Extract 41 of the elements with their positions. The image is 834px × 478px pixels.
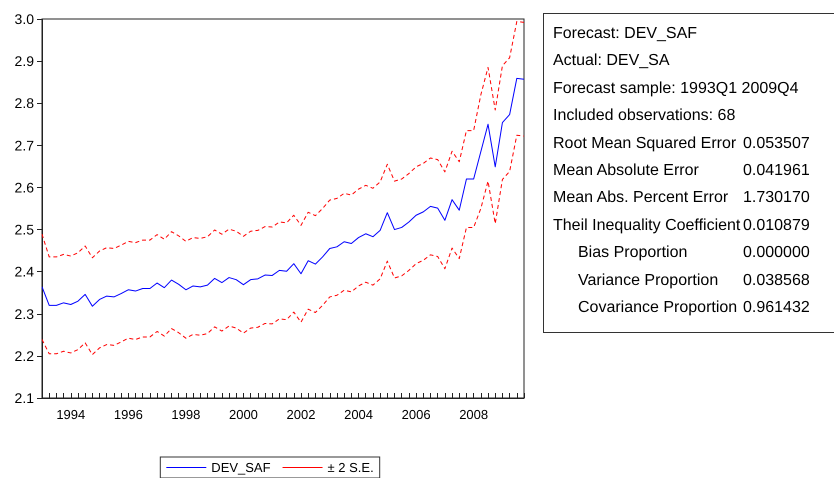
x-tick-label: 2002 <box>286 407 316 422</box>
category-label: Mean Absolute Error <box>553 160 700 181</box>
y-tick-label: 2.9 <box>14 53 34 70</box>
line-series <box>42 21 524 258</box>
text: Forecast: DEV_SAF <box>553 24 698 44</box>
y-tick-label: 2.1 <box>14 390 34 406</box>
category-label: Covariance Proportion <box>577 298 738 318</box>
text: 0.041961 <box>743 162 810 179</box>
category-label: Variance Proportion <box>577 270 720 291</box>
text: 0.010879 <box>743 216 810 234</box>
y-tick-label: 2.3 <box>14 306 34 322</box>
text: 0.000000 <box>743 244 810 262</box>
text: Forecast sample: 1993Q1 2009Q4 <box>553 78 800 99</box>
y-tick-label: 2.5 <box>14 222 34 238</box>
category-label: Theil Inequality Coefficient <box>553 216 742 236</box>
category-label: Mean Abs. Percent Error <box>553 188 730 208</box>
x-tick-label: 1994 <box>56 407 86 422</box>
y-tick-label: 3.0 <box>14 11 34 27</box>
category-label: Root Mean Squared Error <box>553 134 738 154</box>
legend-label: ± 2 S.E. <box>328 460 374 475</box>
x-tick-label: 2004 <box>344 407 373 422</box>
text: 0.053507 <box>743 134 810 152</box>
y-tick-label: 2.4 <box>14 264 34 280</box>
x-tick-label: 2000 <box>228 407 258 422</box>
category-label: Bias Proportion <box>577 243 688 264</box>
text: Included observations: 68 <box>553 106 736 126</box>
x-tick-label: 2006 <box>402 407 431 422</box>
text: Actual: DEV_SA <box>553 51 670 72</box>
y-tick-label: 2.6 <box>14 179 34 196</box>
y-tick-label: 2.2 <box>14 348 34 364</box>
x-tick-label: 1996 <box>114 407 143 422</box>
text: 0.038568 <box>743 272 810 289</box>
y-tick-label: 2.8 <box>14 95 34 112</box>
line-series <box>42 134 524 356</box>
text: 1.730170 <box>743 189 810 206</box>
text: 0.961432 <box>743 298 810 316</box>
line-series <box>42 78 524 307</box>
legend-label: DEV_SAF <box>211 460 271 475</box>
x-tick-label: 2008 <box>459 407 488 422</box>
y-tick-label: 2.7 <box>14 137 34 154</box>
x-tick-label: 1998 <box>171 407 200 422</box>
